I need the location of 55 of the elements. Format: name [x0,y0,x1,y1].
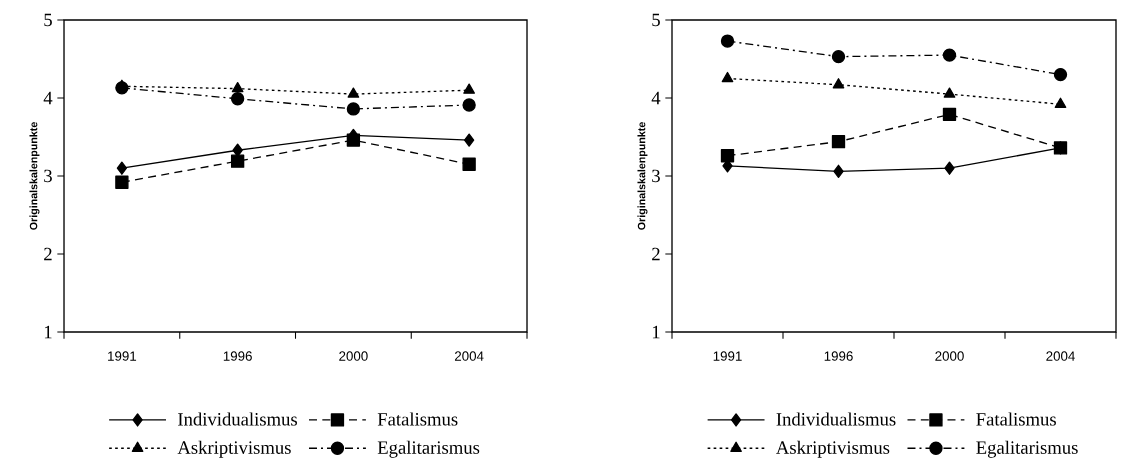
x-tick-label: 2000 [339,351,368,361]
x-tick-label: 1996 [223,351,252,361]
y-axis-title: Originalskalenpunkte [637,122,648,230]
legend-label: Egalitarismus [377,440,480,458]
y-tick-label: 3 [652,169,660,183]
point [463,83,475,94]
point [1054,97,1067,108]
y-tick-label: 3 [44,169,52,183]
point [231,81,244,93]
legend-label: Individualismus [776,412,896,426]
point [943,87,956,98]
legend-label: Fatalismus [976,412,1056,426]
point [230,154,245,168]
point [115,81,129,95]
point [346,102,361,116]
legend-label: Askriptivismus [776,440,890,458]
point [833,164,844,178]
y-tick-label: 5 [652,13,660,27]
point [347,87,360,98]
y-tick-label: 1 [652,325,660,339]
x-tick-label: 2004 [454,351,484,361]
point [942,107,957,122]
x-tick-label: 1991 [713,351,742,361]
point [462,157,476,171]
point [944,161,955,175]
legend-label: Individualismus [178,412,297,426]
legend-label: Askriptivismus [177,440,291,458]
x-tick-label: 2000 [935,351,964,361]
point [831,135,846,149]
y-axis-title: Originalskalenpunkte [29,122,40,230]
x-tick-label: 2004 [1046,351,1075,361]
point [230,92,245,106]
point [720,34,735,48]
y-tick-label: 4 [651,91,661,105]
point [720,149,735,163]
y-tick-label: 4 [43,91,53,105]
point [346,133,361,147]
x-tick-label: 1991 [108,351,137,361]
point [831,49,846,64]
point [115,175,129,189]
legend-label: Fatalismus [377,412,458,426]
point [463,133,475,147]
y-tick-label: 2 [652,247,660,261]
point [1053,67,1068,82]
y-tick-label: 1 [44,325,52,339]
point [116,161,128,175]
y-tick-label: 5 [44,13,52,27]
point [942,48,957,62]
point [832,78,845,89]
point [721,71,734,83]
x-tick-label: 1996 [824,351,853,361]
y-tick-label: 2 [44,247,52,261]
point [232,143,243,157]
point [462,98,476,112]
legend-label: Egalitarismus [976,440,1078,458]
